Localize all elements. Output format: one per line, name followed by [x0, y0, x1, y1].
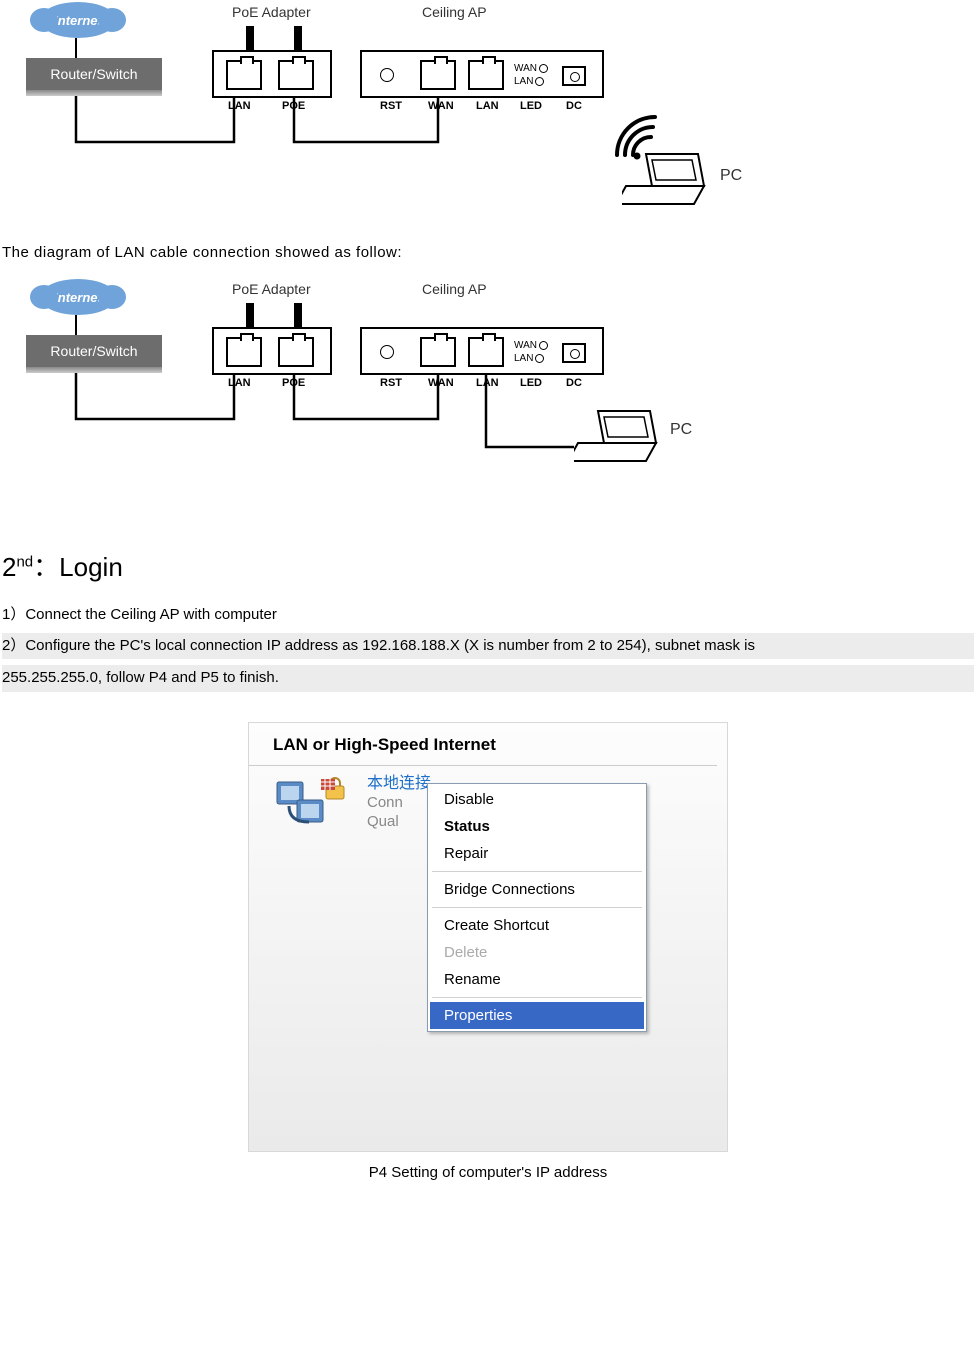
step-2-num: 2） [2, 637, 25, 654]
menu-item-disable[interactable]: Disable [430, 786, 644, 813]
context-menu: Disable Status Repair Bridge Connections… [427, 783, 647, 1032]
firewall-lock-icon [321, 774, 351, 802]
connection-diagram-wired: Internet Router/Switch PoE Adapter Ceili… [2, 279, 976, 499]
group-divider [249, 765, 717, 766]
step-2-line-a: 2）Configure the PC's local connection IP… [2, 633, 974, 660]
section-heading-login: 2nd：Login [2, 547, 976, 584]
network-connections-panel: LAN or High-Speed Internet 本地连接 [248, 722, 728, 1152]
step-1-text: Connect the Ceiling AP with computer [25, 606, 277, 623]
connection-line2: Conn [367, 793, 431, 812]
menu-item-delete: Delete [430, 939, 644, 966]
menu-item-repair[interactable]: Repair [430, 840, 644, 867]
heading-ordinal-suffix: nd [16, 553, 33, 570]
connection-line3: Qual [367, 812, 431, 831]
connection-text: 本地连接 Conn Qual [367, 774, 431, 831]
figure-caption-p4: P4 Setting of computer's IP address [0, 1164, 976, 1181]
menu-item-bridge[interactable]: Bridge Connections [430, 876, 644, 903]
heading-ordinal: 2 [2, 552, 16, 582]
heading-separator: ： [33, 552, 59, 582]
menu-separator [432, 997, 642, 998]
laptop-icon [622, 150, 712, 214]
menu-separator [432, 871, 642, 872]
menu-item-rename[interactable]: Rename [430, 966, 644, 993]
menu-item-status[interactable]: Status [430, 813, 644, 840]
diagram-caption: The diagram of LAN cable connection show… [2, 244, 976, 261]
connection-diagram-wireless: Internet Router/Switch PoE Adapter Ceili… [2, 2, 976, 222]
menu-item-properties[interactable]: Properties [430, 1002, 644, 1029]
step-2-line-b: 255.255.255.0, follow P4 and P5 to finis… [2, 665, 974, 692]
menu-item-shortcut[interactable]: Create Shortcut [430, 912, 644, 939]
step-1-num: 1） [2, 606, 25, 623]
heading-title: Login [59, 552, 123, 582]
pc-label: PC [720, 167, 742, 185]
step-1: 1）Connect the Ceiling AP with computer [2, 604, 974, 627]
menu-separator [432, 907, 642, 908]
pc-label-2: PC [670, 421, 692, 439]
windows-network-screenshot: LAN or High-Speed Internet 本地连接 [248, 722, 728, 1152]
step-2-text-a: Configure the PC's local connection IP a… [25, 637, 755, 654]
group-header: LAN or High-Speed Internet [249, 729, 727, 765]
connection-name-zh: 本地连接 [367, 774, 431, 793]
laptop-icon-2 [574, 407, 664, 471]
